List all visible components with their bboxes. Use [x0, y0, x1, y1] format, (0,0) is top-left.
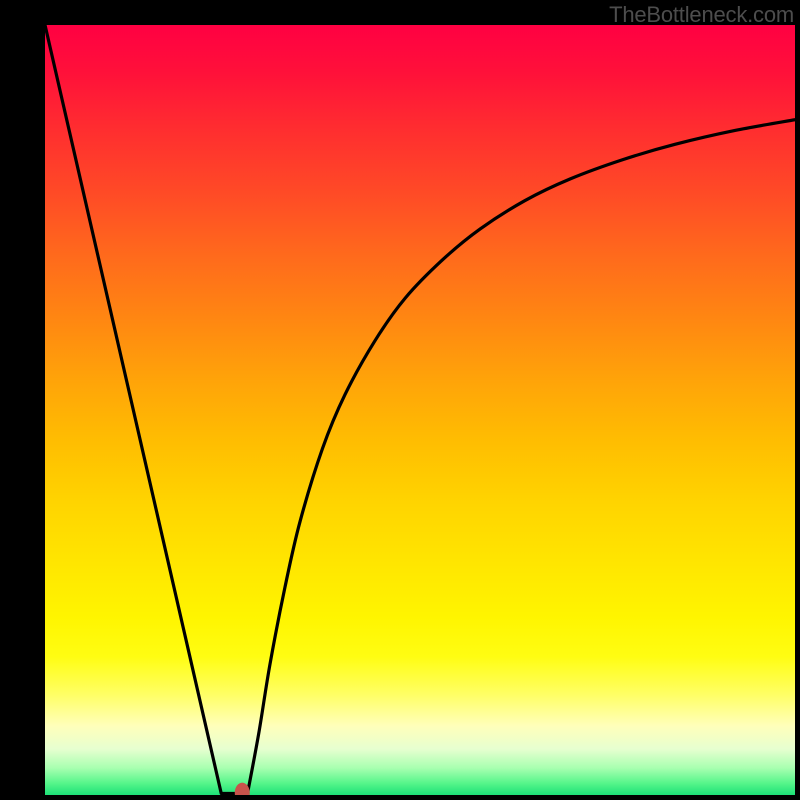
plot-area	[45, 25, 795, 795]
gradient-background	[45, 25, 795, 795]
watermark-text: TheBottleneck.com	[609, 2, 794, 28]
chart-frame: TheBottleneck.com	[0, 0, 800, 800]
bottleneck-chart-svg	[45, 25, 795, 795]
